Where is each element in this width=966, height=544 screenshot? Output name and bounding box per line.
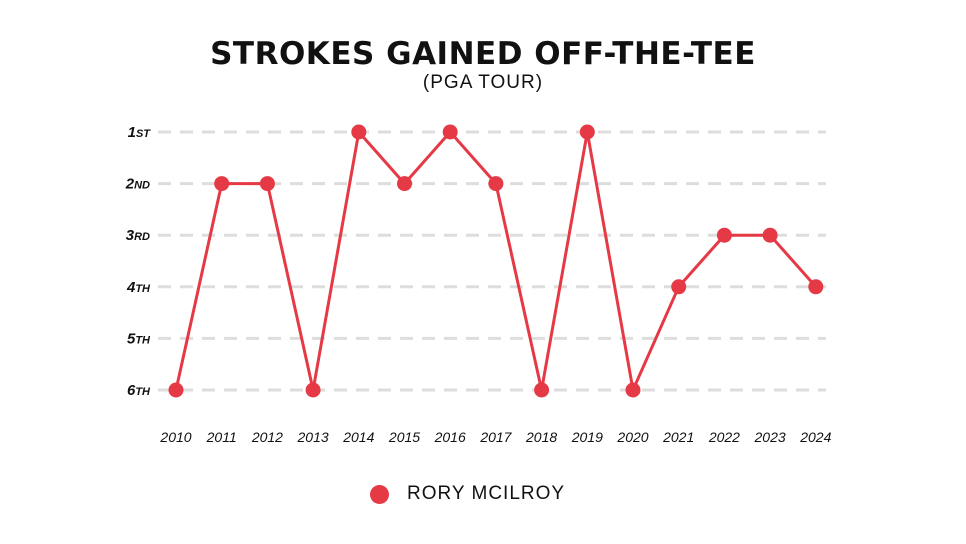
data-point <box>671 279 687 295</box>
x-tick-label: 2010 <box>159 429 191 445</box>
data-point <box>442 124 458 140</box>
x-tick-label: 2016 <box>434 429 466 445</box>
y-tick-label: 1ST <box>128 124 152 141</box>
series-line <box>174 130 817 392</box>
gridlines <box>158 130 826 392</box>
data-point <box>534 382 550 398</box>
data-point <box>762 227 778 243</box>
data-point <box>716 227 732 243</box>
x-tick-label: 2011 <box>206 429 237 445</box>
x-tick-label: 2019 <box>571 429 603 445</box>
y-tick-label: 4TH <box>126 279 151 296</box>
legend-marker <box>370 484 389 504</box>
chart-subtitle: (PGA TOUR) <box>422 72 544 93</box>
y-tick-suffix: RD <box>134 231 150 243</box>
y-tick-number: 2 <box>125 176 135 193</box>
data-point <box>305 382 321 398</box>
x-tick-label: 2020 <box>616 429 648 445</box>
x-tick-label: 2012 <box>251 429 283 445</box>
x-tick-label: 2023 <box>754 429 786 445</box>
data-point <box>214 176 230 192</box>
y-tick-number: 1 <box>128 124 136 141</box>
x-tick-label: 2013 <box>297 429 329 445</box>
x-tick-label: 2024 <box>799 429 831 445</box>
x-tick-label: 2017 <box>479 429 512 445</box>
y-tick-number: 3 <box>126 227 135 244</box>
y-tick-number: 4 <box>126 279 136 296</box>
y-tick-number: 5 <box>127 330 136 347</box>
data-point <box>579 124 595 140</box>
data-point <box>625 382 641 398</box>
data-point <box>351 124 367 140</box>
y-tick-number: 6 <box>127 382 136 399</box>
data-point <box>808 279 824 295</box>
data-point <box>259 176 275 192</box>
chart-title: STROKES GAINED OFF-THE-TEE <box>210 36 756 72</box>
data-point <box>488 176 504 192</box>
y-tick-suffix: TH <box>135 334 151 346</box>
data-point <box>397 176 412 192</box>
data-point <box>168 382 184 398</box>
x-tick-label: 2014 <box>342 429 374 445</box>
legend-label: RORY MCILROY <box>407 483 566 504</box>
legend: RORY MCILROY <box>370 483 565 505</box>
y-tick-label: 5TH <box>127 330 151 347</box>
x-tick-label: 2018 <box>525 429 557 445</box>
y-tick-label: 2ND <box>125 176 150 193</box>
x-axis-ticks: 2010 2011 2012 2013 2014 2015 2016 2017 2018 2019… <box>159 429 831 445</box>
y-tick-label: 6TH <box>127 382 151 399</box>
x-tick-label: 2022 <box>708 429 740 445</box>
x-tick-label: 2021 <box>662 429 694 445</box>
y-tick-label: 3RD <box>126 227 150 244</box>
y-tick-suffix: TH <box>135 283 151 295</box>
x-tick-label: 2015 <box>388 429 420 445</box>
y-tick-suffix: TH <box>135 386 151 398</box>
y-tick-suffix: ST <box>136 128 151 140</box>
series-rory-mcilroy <box>168 124 824 398</box>
y-tick-suffix: ND <box>134 180 150 192</box>
